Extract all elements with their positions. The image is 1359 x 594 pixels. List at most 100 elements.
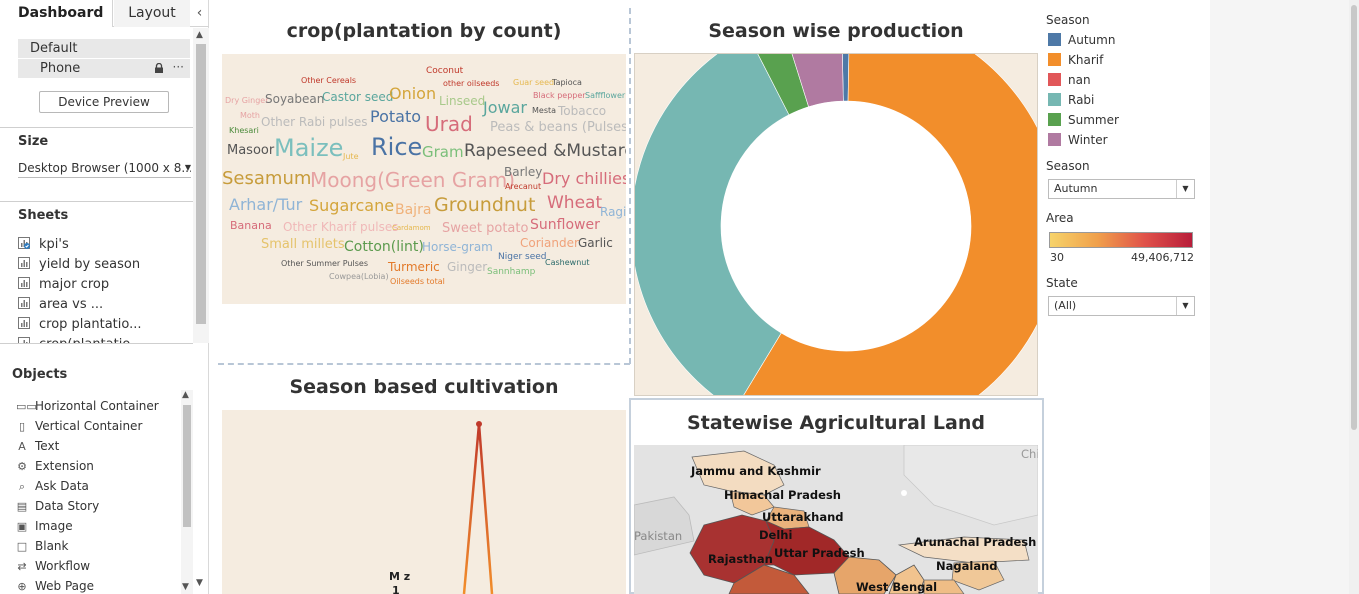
scroll-up-icon[interactable]: ▲ <box>182 390 189 400</box>
line-chart-area[interactable]: M z 1 <box>222 410 626 594</box>
sheet-item[interactable]: major crop <box>18 276 109 294</box>
wordcloud-word[interactable]: Khesari <box>229 126 259 135</box>
wordcloud-word[interactable]: Peas & beans (Pulses) <box>490 120 626 135</box>
wordcloud-word[interactable]: Arhar/Tur <box>229 195 303 214</box>
map-area[interactable]: China Jammu and Kashmir Himachal Pradesh Ut… <box>634 445 1038 594</box>
wordcloud-chart[interactable]: Coconut Other Cereals other oilseeds Guar s… <box>222 54 626 304</box>
wordcloud-word[interactable]: Tobacco <box>558 104 607 118</box>
scroll-down-icon[interactable]: ▼ <box>182 582 189 592</box>
object-item[interactable]: ▭▭Horizontal Container <box>16 397 159 415</box>
sheet-item[interactable]: kpi's <box>18 236 69 254</box>
line-series[interactable] <box>462 423 494 594</box>
panel-scrollbar[interactable]: ▲ <box>193 28 209 343</box>
object-item[interactable]: A Text <box>16 437 59 455</box>
wordcloud-word[interactable]: Ragi <box>600 205 626 219</box>
wordcloud-word[interactable]: Rice <box>371 133 423 161</box>
season-filter-dropdown[interactable]: Autumn ▼ <box>1048 179 1195 199</box>
object-item[interactable]: ⇄ Workflow <box>16 557 90 575</box>
sheet-item[interactable]: area vs ... <box>18 296 103 314</box>
wordcloud-word[interactable]: other oilseeds <box>443 79 500 88</box>
wordcloud-word[interactable]: Tapioca <box>552 78 582 87</box>
tab-dashboard[interactable]: Dashboard <box>0 0 113 27</box>
line-chart[interactable]: M z 1 <box>222 410 626 594</box>
wordcloud-word[interactable]: Soyabean <box>265 92 325 106</box>
wordcloud-word[interactable]: Other Summer Pulses <box>281 259 368 268</box>
wordcloud-word[interactable]: Coriander <box>520 236 579 250</box>
wordcloud-word[interactable]: Dry chillies <box>542 169 626 188</box>
wordcloud-word[interactable]: Linseed <box>439 94 486 108</box>
scroll-up-icon[interactable]: ▲ <box>196 30 203 40</box>
more-icon[interactable]: ··· <box>172 60 184 74</box>
wordcloud-word[interactable]: Cotton(lint) <box>344 239 424 255</box>
device-default[interactable]: Default <box>18 39 190 58</box>
wordcloud-word[interactable]: Bajra <box>395 202 432 218</box>
wordcloud-word[interactable]: Sesamum <box>222 168 312 189</box>
wordcloud-word[interactable]: Gram <box>422 143 464 161</box>
season-legend-item[interactable]: Winter <box>1048 132 1108 148</box>
wordcloud-word[interactable]: Masoor <box>227 143 275 158</box>
wordcloud-word[interactable]: Small millets <box>261 237 345 252</box>
donut-chart-area[interactable] <box>634 53 1038 396</box>
season-legend-item[interactable]: Autumn <box>1048 32 1115 48</box>
wordcloud-word[interactable]: Black pepper <box>533 91 586 100</box>
wordcloud-word[interactable]: Turmeric <box>388 260 440 274</box>
object-item[interactable]: ⌕ Ask Data <box>16 477 89 495</box>
season-legend-item[interactable]: Rabi <box>1048 92 1094 108</box>
line-peak-point[interactable] <box>476 421 482 427</box>
object-item[interactable]: ▣ Image <box>16 517 73 535</box>
device-phone[interactable]: Phone ··· <box>18 59 190 78</box>
wordcloud-word[interactable]: Banana <box>230 219 272 232</box>
india-map[interactable] <box>634 445 1038 594</box>
wordcloud-word[interactable]: Urad <box>425 112 473 136</box>
scroll-thumb[interactable] <box>196 44 206 324</box>
objects-scrollbar[interactable]: ▲ ▼ <box>181 390 193 594</box>
wordcloud-word[interactable]: Coconut <box>426 66 464 76</box>
wordcloud-word[interactable]: Dry Ginger <box>225 96 269 105</box>
sheet-item[interactable]: crop(plantatio... <box>18 336 142 343</box>
wordcloud-word[interactable]: Rapeseed &Mustard <box>464 141 626 161</box>
wordcloud-word[interactable]: Other Kharif pulses <box>283 220 399 234</box>
wordcloud-word[interactable]: Jute <box>343 152 359 161</box>
sheet-item[interactable]: yield by season <box>18 256 140 274</box>
scroll-thumb[interactable] <box>183 405 191 527</box>
wordcloud-word[interactable]: Mesta <box>532 106 557 115</box>
lock-icon[interactable] <box>154 63 164 73</box>
chevron-left-icon[interactable]: ‹ <box>196 5 203 21</box>
wordcloud-word[interactable]: Sugarcane <box>309 196 395 215</box>
season-legend-item[interactable]: nan <box>1048 72 1091 88</box>
object-item[interactable]: ▯ Vertical Container <box>16 417 142 435</box>
wordcloud-word[interactable]: Jowar <box>483 98 527 117</box>
wordcloud-word[interactable]: Cardamom <box>392 224 431 232</box>
tab-layout[interactable]: Layout <box>114 0 190 27</box>
sheet-item[interactable]: crop plantatio... <box>18 316 142 334</box>
wordcloud-word[interactable]: Guar seed <box>513 78 555 87</box>
season-legend-item[interactable]: Kharif <box>1048 52 1103 68</box>
object-item[interactable]: ▤ Data Story <box>16 497 99 515</box>
wordcloud-word[interactable]: Maize <box>274 134 344 162</box>
window-scrollbar[interactable] <box>1349 0 1359 594</box>
wordcloud-word[interactable]: Sannhamp <box>487 267 536 277</box>
object-item[interactable]: ⊕ Web Page <box>16 577 94 594</box>
wordcloud-word[interactable]: Sweet potato <box>442 221 529 236</box>
wordcloud-word[interactable]: Niger seed <box>498 252 547 262</box>
size-dropdown[interactable]: Desktop Browser (1000 x 8... ▼ <box>18 158 191 178</box>
wordcloud-word[interactable]: Cashewnut <box>545 258 590 267</box>
wordcloud-word[interactable]: Horse-gram <box>422 240 493 254</box>
wordcloud-word[interactable]: Potato <box>370 107 422 126</box>
state-filter-dropdown[interactable]: (All) ▼ <box>1048 296 1195 316</box>
wordcloud-word[interactable]: Wheat <box>547 193 603 213</box>
object-item[interactable]: □ Blank <box>16 537 69 555</box>
wordcloud-word[interactable]: Barley <box>504 165 543 179</box>
season-legend-item[interactable]: Summer <box>1048 112 1119 128</box>
device-preview-button[interactable]: Device Preview <box>39 91 169 113</box>
wordcloud-word[interactable]: Cowpea(Lobia) <box>329 272 389 281</box>
wordcloud-word[interactable]: Arecanut <box>505 182 542 191</box>
wordcloud-word[interactable]: Other Cereals <box>301 76 357 85</box>
scroll-down-icon[interactable]: ▼ <box>196 578 203 588</box>
wordcloud-word[interactable]: Sunflower <box>530 217 600 233</box>
wordcloud-word[interactable]: Oilseeds total <box>390 277 445 286</box>
wordcloud-word[interactable]: Garlic <box>578 236 613 250</box>
wordcloud-word[interactable]: Moth <box>240 111 261 120</box>
wordcloud-word[interactable]: Ginger <box>447 260 488 274</box>
wordcloud-word[interactable]: Other Rabi pulses <box>261 115 368 129</box>
